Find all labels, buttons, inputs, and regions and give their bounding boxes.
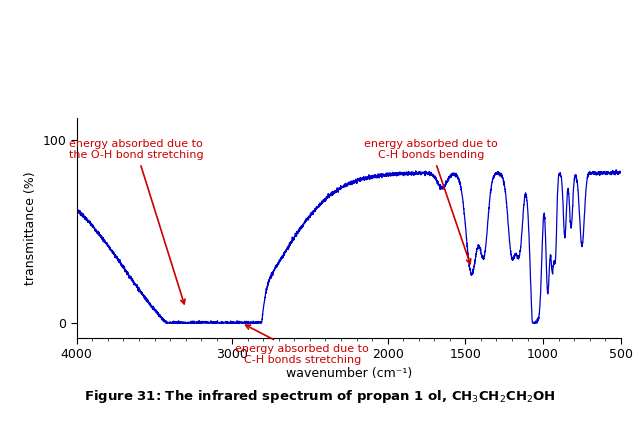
X-axis label: wavenumber (cm⁻¹): wavenumber (cm⁻¹): [285, 367, 412, 379]
Text: Figure 31: The infrared spectrum of propan 1 ol, CH$_3$CH$_2$CH$_2$OH: Figure 31: The infrared spectrum of prop…: [84, 388, 556, 405]
Text: energy absorbed due to
C-H bonds bending: energy absorbed due to C-H bonds bending: [364, 139, 498, 264]
Text: energy absorbed due to
the O-H bond stretching: energy absorbed due to the O-H bond stre…: [68, 139, 203, 304]
Y-axis label: transmittance (%): transmittance (%): [24, 171, 37, 285]
Text: energy absorbed due to
C-H bonds stretching: energy absorbed due to C-H bonds stretch…: [236, 325, 369, 365]
